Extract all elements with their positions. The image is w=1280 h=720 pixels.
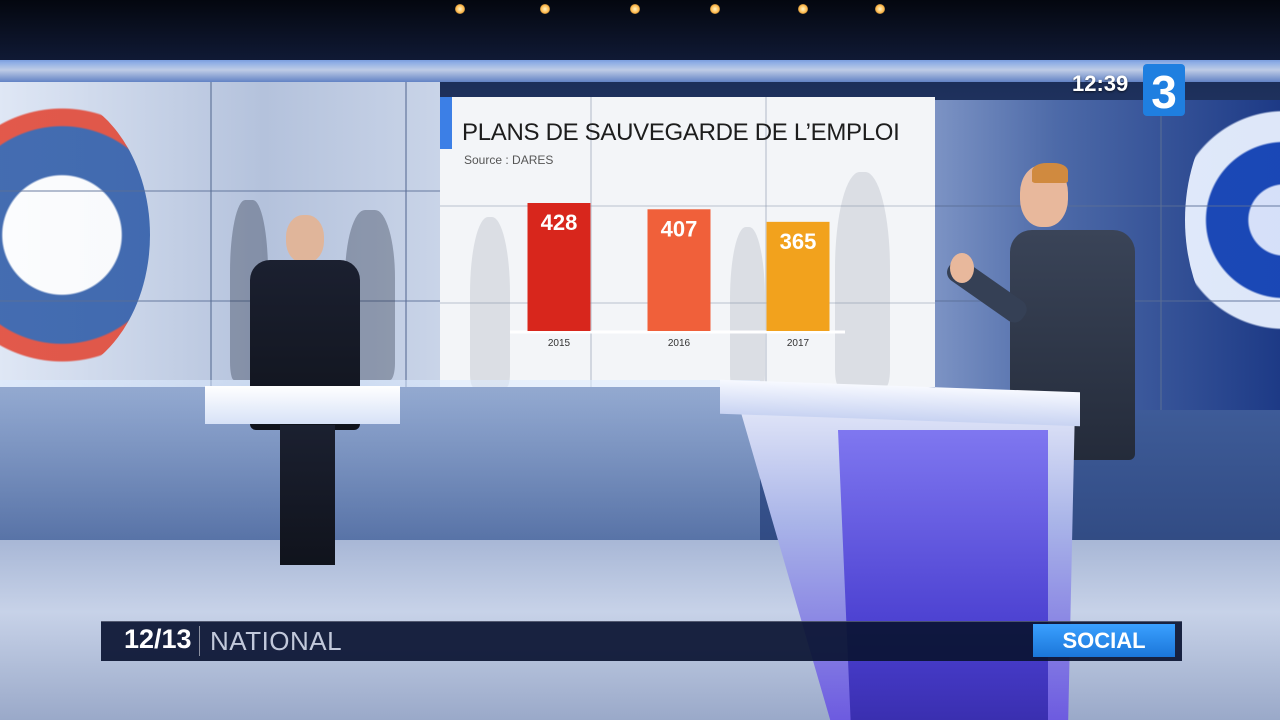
ceiling-light (875, 4, 885, 14)
screen-seam (590, 97, 592, 387)
bar-value-label: 365 (780, 229, 817, 254)
x-tick-label: 2015 (548, 338, 571, 349)
bar-2017 (766, 221, 830, 331)
ceiling-light (710, 4, 720, 14)
wall-seam (0, 190, 440, 192)
bar-2015 (527, 203, 591, 331)
wall-seam (1160, 100, 1162, 410)
wall-seam (210, 82, 212, 387)
bar-2016 (647, 209, 711, 331)
x-tick-label: 2016 (668, 338, 691, 349)
ceiling-light (540, 4, 550, 14)
bar-chart: 428 2015 407 2016 365 2017 (510, 203, 845, 349)
wall-seam (405, 82, 407, 387)
ghost-silhouette (835, 172, 890, 387)
presenter-hand (950, 253, 974, 283)
ghost-silhouette (470, 217, 510, 387)
presenter-trousers (280, 425, 335, 565)
ceiling-light (455, 4, 465, 14)
france3-channel-logo: 3 (1143, 64, 1185, 116)
show-name: 12/13 (124, 624, 192, 654)
screen-seam (440, 205, 935, 207)
light-strip (0, 60, 1280, 82)
presenter-head (286, 215, 324, 263)
chart-title: PLANS DE SAUVEGARDE DE L’EMPLOI (462, 119, 900, 146)
ceiling-light (798, 4, 808, 14)
ghost-silhouette (730, 227, 765, 387)
presenter-hair (1032, 163, 1068, 183)
chart-source: Source : DARES (464, 153, 554, 167)
bar-value-label: 407 (661, 216, 698, 241)
channel-number: 3 (1151, 66, 1177, 116)
screen-seam (765, 97, 767, 387)
title-accent-bar (440, 97, 452, 149)
region-label: NATIONAL (210, 626, 343, 656)
studio-ceiling (0, 0, 1280, 62)
broadcast-clock: 12:39 (1072, 71, 1129, 96)
wall-seam (935, 205, 1280, 207)
ceiling-light (630, 4, 640, 14)
banner-divider (199, 626, 200, 656)
lower-third-banner (101, 621, 1182, 661)
glass-desk-top (205, 386, 400, 424)
bar-value-label: 428 (541, 210, 578, 235)
chart-screen: PLANS DE SAUVEGARDE DE L’EMPLOI Source :… (440, 97, 935, 387)
x-tick-label: 2017 (787, 338, 810, 349)
anchor-desk-panel (838, 430, 1048, 720)
wall-seam (0, 300, 440, 302)
topic-tag: SOCIAL (1033, 624, 1175, 657)
